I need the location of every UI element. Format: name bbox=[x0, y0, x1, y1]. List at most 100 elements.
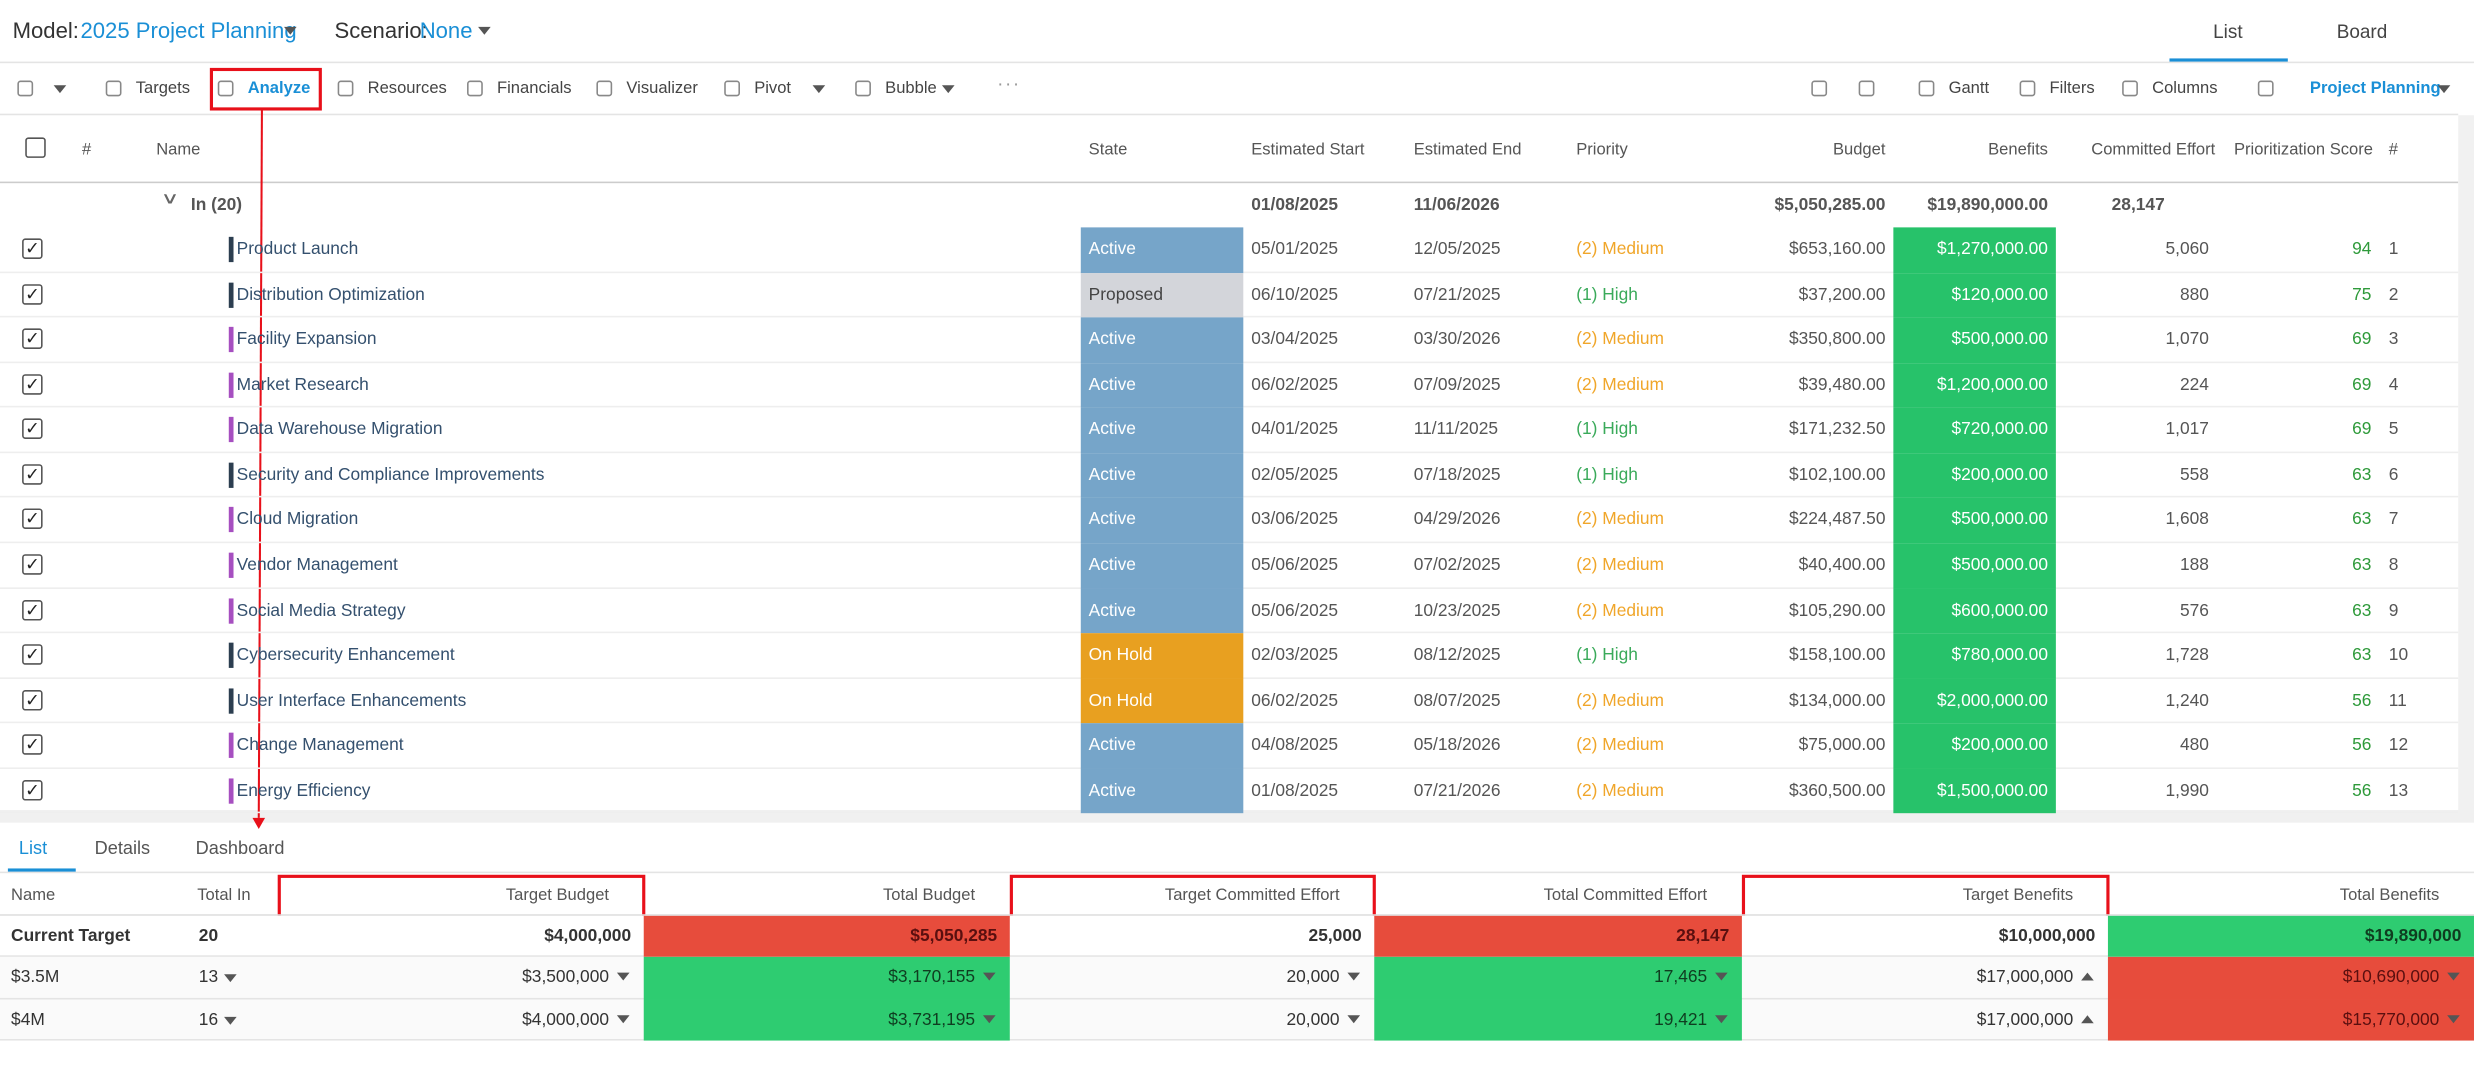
project-name[interactable]: Change Management bbox=[236, 736, 404, 756]
panel-tab[interactable]: Details bbox=[94, 840, 151, 859]
project-name[interactable]: Cybersecurity Enhancement bbox=[236, 646, 455, 665]
project-name[interactable]: Data Warehouse Migration bbox=[236, 420, 443, 440]
panel-column-header[interactable]: Name bbox=[11, 885, 56, 905]
dropdown-caret[interactable] bbox=[224, 974, 237, 983]
row-checkbox[interactable]: ✓ bbox=[22, 418, 43, 440]
row-checkbox[interactable]: ✓ bbox=[22, 779, 43, 801]
row-checkbox[interactable]: ✓ bbox=[22, 554, 43, 575]
panel-column-header[interactable]: Total Budget bbox=[882, 885, 976, 905]
select-all-checkbox[interactable] bbox=[25, 137, 46, 158]
view-tab[interactable]: List bbox=[2213, 20, 2243, 43]
dropdown-caret[interactable] bbox=[2447, 1014, 2460, 1023]
group-label[interactable]: In (20) bbox=[190, 195, 243, 215]
dropdown-caret[interactable] bbox=[941, 85, 955, 94]
column-header[interactable]: # bbox=[2388, 140, 2399, 160]
project-name[interactable]: Social Media Strategy bbox=[236, 600, 406, 620]
row-checkbox[interactable]: ✓ bbox=[22, 599, 43, 620]
column-header[interactable]: Name bbox=[156, 140, 201, 160]
dropdown-caret[interactable] bbox=[1715, 1014, 1728, 1023]
dropdown-caret[interactable] bbox=[2081, 973, 2094, 982]
dropdown-caret[interactable] bbox=[1347, 973, 1361, 982]
target-name[interactable]: $4M bbox=[11, 1009, 45, 1029]
target-name[interactable]: $3.5M bbox=[11, 968, 60, 988]
dropdown-caret[interactable] bbox=[982, 1014, 996, 1023]
project-name[interactable]: Cloud Migration bbox=[236, 510, 359, 530]
dropdown-caret[interactable] bbox=[982, 973, 996, 982]
row-index: 3 bbox=[2388, 330, 2399, 350]
profile[interactable]: Project Planning bbox=[2309, 78, 2441, 98]
dropdown-caret[interactable] bbox=[53, 85, 67, 94]
expand-chevron[interactable]: ∨ bbox=[160, 191, 180, 209]
project-name[interactable]: Vendor Management bbox=[236, 555, 398, 575]
icon bbox=[855, 80, 871, 97]
column-header[interactable]: State bbox=[1088, 140, 1128, 160]
column-header[interactable]: Budget bbox=[1832, 140, 1886, 160]
target-row[interactable] bbox=[0, 915, 2474, 958]
dropdown-caret[interactable] bbox=[284, 26, 297, 35]
row-checkbox[interactable]: ✓ bbox=[22, 283, 43, 305]
row-checkbox[interactable]: ✓ bbox=[22, 463, 43, 485]
view-tab[interactable]: Board bbox=[2336, 20, 2388, 43]
panel-tab[interactable]: List bbox=[18, 840, 48, 859]
dropdown-caret[interactable] bbox=[224, 1016, 237, 1025]
model-name[interactable]: 2025 Project Planning bbox=[80, 17, 297, 43]
toolbar-button[interactable]: Pivot bbox=[754, 78, 792, 98]
project-name[interactable]: Distribution Optimization bbox=[236, 285, 425, 305]
dropdown-caret[interactable] bbox=[478, 26, 491, 35]
toolbar-button[interactable]: Filters bbox=[2049, 78, 2095, 98]
column-header[interactable]: Estimated End bbox=[1413, 140, 1522, 160]
project-name[interactable]: Product Launch bbox=[236, 240, 359, 259]
project-name[interactable]: Facility Expansion bbox=[236, 330, 377, 350]
column-header[interactable]: Prioritization Score bbox=[2233, 140, 2374, 160]
priority: (2) Medium bbox=[1576, 736, 1664, 756]
row-checkbox[interactable]: ✓ bbox=[22, 328, 43, 350]
column-header[interactable]: # bbox=[82, 140, 92, 160]
dropdown-caret[interactable] bbox=[1715, 973, 1728, 982]
dropdown-caret[interactable] bbox=[812, 85, 826, 94]
row-checkbox[interactable]: ✓ bbox=[22, 373, 43, 395]
toolbar-button[interactable]: Resources bbox=[367, 78, 447, 98]
column-header[interactable]: Committed Effort bbox=[2091, 140, 2216, 160]
panel-tab[interactable]: Dashboard bbox=[195, 840, 285, 859]
start-date: 06/02/2025 bbox=[1251, 691, 1339, 711]
row-checkbox[interactable]: ✓ bbox=[22, 734, 43, 756]
project-name[interactable]: Security and Compliance Improvements bbox=[236, 465, 545, 485]
column-header[interactable]: Priority bbox=[1576, 140, 1628, 160]
dropdown-caret[interactable] bbox=[616, 973, 630, 982]
scenario-name[interactable]: None bbox=[419, 17, 473, 43]
column-header[interactable]: Estimated Start bbox=[1251, 140, 1365, 160]
row-checkbox[interactable]: ✓ bbox=[22, 689, 43, 711]
project-name[interactable]: Energy Efficiency bbox=[236, 781, 371, 801]
dropdown-caret[interactable] bbox=[1347, 1014, 1361, 1023]
project-name[interactable]: Market Research bbox=[236, 375, 369, 395]
panel-column-header[interactable]: Target Budget bbox=[505, 885, 610, 905]
project-name[interactable]: User Interface Enhancements bbox=[236, 691, 467, 711]
row-checkbox[interactable]: ✓ bbox=[22, 644, 43, 665]
toolbar-button[interactable]: Gantt bbox=[1948, 78, 1990, 98]
toolbar-button[interactable]: Financials bbox=[497, 78, 572, 98]
column-header[interactable]: Benefits bbox=[1988, 140, 2048, 160]
dropdown-caret[interactable] bbox=[2447, 973, 2460, 982]
target-name[interactable]: Current Target bbox=[11, 926, 131, 946]
scrollbar[interactable] bbox=[2458, 115, 2474, 811]
toolbar-button-active[interactable]: Analyze bbox=[247, 78, 311, 98]
panel-column-header[interactable]: Target Benefits bbox=[1962, 885, 2074, 905]
row-checkbox[interactable]: ✓ bbox=[22, 509, 43, 530]
target-row[interactable] bbox=[0, 957, 2474, 999]
panel-column-header[interactable]: Target Committed Effort bbox=[1164, 885, 1340, 905]
target-row[interactable] bbox=[0, 998, 2474, 1041]
more[interactable]: ··· bbox=[997, 72, 1021, 95]
panel-column-header[interactable]: Total In bbox=[197, 885, 251, 905]
row-checkbox[interactable]: ✓ bbox=[22, 238, 43, 259]
dropdown-caret[interactable] bbox=[2081, 1014, 2094, 1023]
panel-column-header[interactable]: Total Benefits bbox=[2339, 885, 2440, 905]
panel-column-header[interactable]: Total Committed Effort bbox=[1543, 885, 1708, 905]
dropdown-caret[interactable] bbox=[2437, 85, 2451, 94]
toolbar-button[interactable]: Columns bbox=[2152, 78, 2218, 98]
toolbar-button[interactable]: Bubble bbox=[885, 78, 937, 98]
toolbar-button[interactable]: Targets bbox=[135, 78, 191, 98]
dropdown-caret[interactable] bbox=[616, 1014, 630, 1023]
toolbar-button[interactable]: Visualizer bbox=[626, 78, 698, 98]
committed-effort: 1,728 bbox=[2165, 646, 2209, 665]
